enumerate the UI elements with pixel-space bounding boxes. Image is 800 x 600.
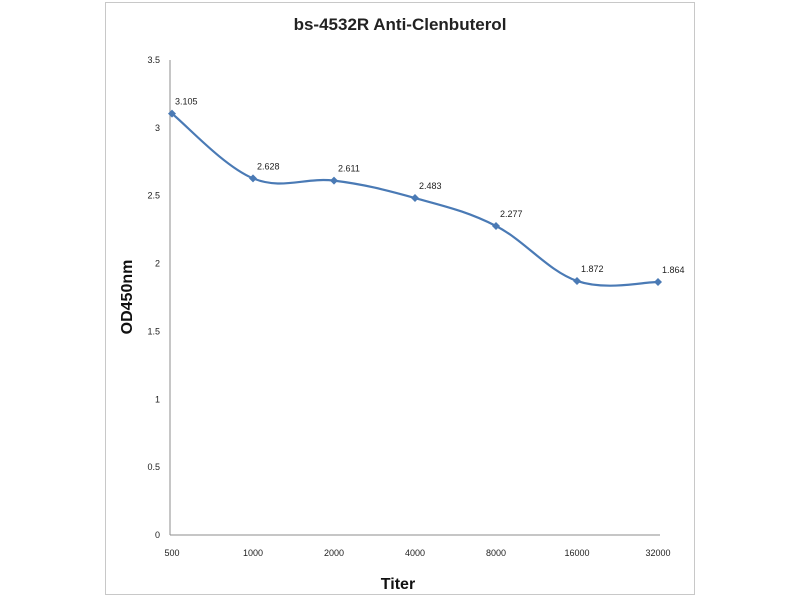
data-label: 2.483 [419,181,442,191]
x-tick-label: 32000 [645,548,670,558]
data-point-marker [249,174,257,183]
data-markers [168,109,662,287]
x-tick-label: 16000 [564,548,589,558]
data-point-marker [492,221,500,230]
y-tick-label: 2.5 [147,191,160,201]
x-tick-label: 2000 [324,548,344,558]
x-tick-label: 4000 [405,548,425,558]
data-label: 2.628 [257,161,280,171]
y-tick-label: 3 [155,123,160,133]
y-tick-labels: 0 0.5 1 1.5 2 2.5 3 3.5 [147,55,160,540]
data-labels: 3.105 2.628 2.611 2.483 2.277 1.872 1.864 [175,97,685,275]
y-tick-label: 2 [155,259,160,269]
y-tick-label: 0.5 [147,462,160,472]
data-label: 2.277 [500,209,523,219]
chart-title: bs-4532R Anti-Clenbuterol [294,15,507,34]
data-point-marker [411,194,419,203]
x-tick-label: 8000 [486,548,506,558]
data-point-marker [330,176,338,185]
y-tick-label: 3.5 [147,55,160,65]
data-label: 2.611 [338,164,360,174]
x-tick-label: 1000 [243,548,263,558]
y-tick-label: 1.5 [147,326,160,336]
y-tick-label: 0 [155,530,160,540]
data-label: 3.105 [175,97,198,107]
data-point-marker [573,276,581,285]
data-point-marker [168,109,176,118]
x-tick-labels: 500 1000 2000 4000 8000 16000 32000 [164,548,670,558]
data-point-marker [654,278,662,287]
y-tick-label: 1 [155,394,160,404]
data-label: 1.872 [581,264,604,274]
x-tick-label: 500 [164,548,179,558]
x-axis-title: Titer [381,576,415,593]
chart-frame [105,2,695,595]
y-axis-title: OD450nm [119,260,136,335]
data-label: 1.864 [662,265,685,275]
